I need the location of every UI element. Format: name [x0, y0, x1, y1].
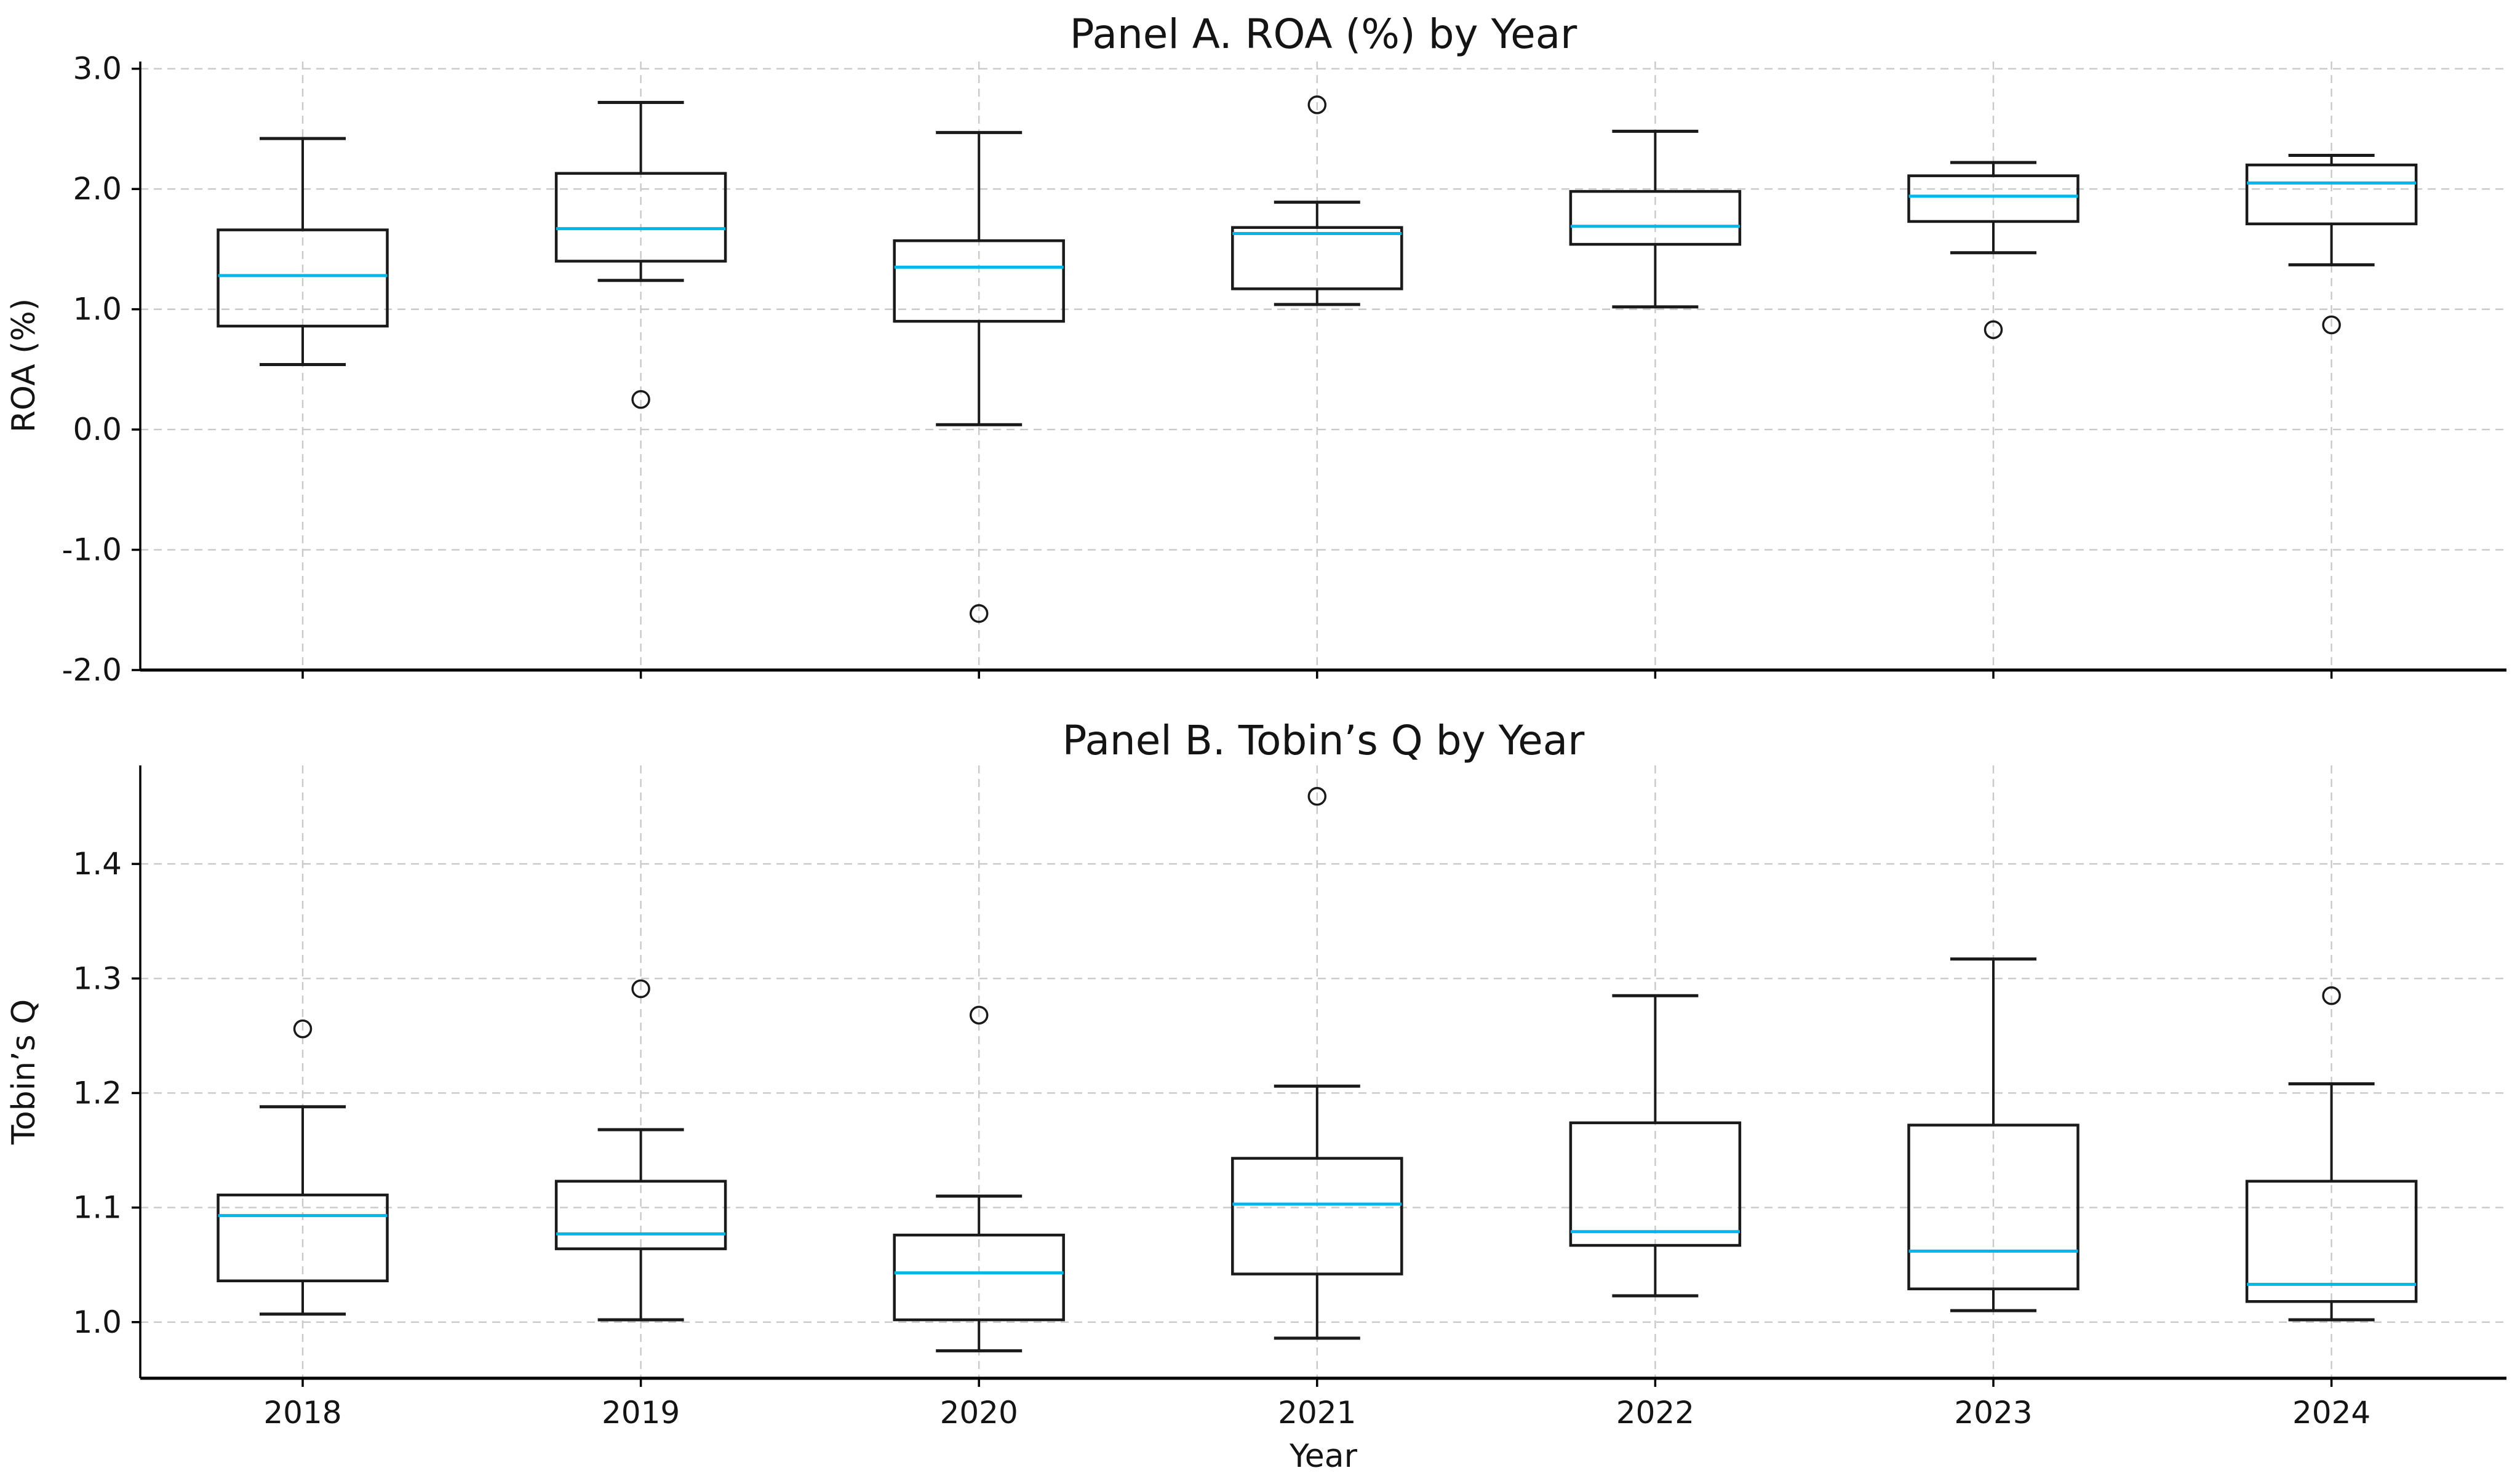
iqr-box — [893, 1234, 1065, 1322]
box-group-2024 — [2245, 986, 2418, 1322]
x-tick-label: 2021 — [1278, 1395, 1356, 1431]
iqr-box — [1907, 1124, 2079, 1291]
box-group-2023 — [1907, 957, 2079, 1312]
y-tick-label: -1.0 — [62, 532, 122, 568]
box-group-2020 — [893, 1005, 1065, 1352]
y-tick-label: -2.0 — [62, 652, 122, 688]
x-tick-label: 2019 — [602, 1395, 680, 1431]
outlier-marker — [2322, 986, 2341, 1005]
panel-b-title: Panel B. Tobin’s Q by Year — [1063, 717, 1585, 764]
y-tick-label: 0.0 — [73, 412, 122, 447]
panel-b: 1.4 1.3 1.2 1.1 1.0 2018 2019 2020 2021 2022 2023 2… — [73, 765, 2506, 1431]
gridlines — [140, 62, 2506, 671]
x-tick-label: 2018 — [263, 1395, 341, 1431]
panel-b-y-axis-label: Tobin’s Q — [6, 999, 42, 1145]
iqr-box — [1231, 1157, 1403, 1275]
y-tick-label: 1.0 — [73, 292, 122, 327]
iqr-box — [2245, 163, 2418, 226]
iqr-box — [893, 239, 1065, 323]
iqr-box — [1231, 226, 1403, 290]
x-tick-label: 2024 — [2292, 1395, 2370, 1431]
outlier-marker — [293, 1019, 313, 1039]
panels-root: 3.0 2.0 1.0 0.0 -1.0 -2.0 1.4 1.3 1.2 1.1 1.0 2018 2… — [62, 51, 2506, 1431]
outlier-marker — [1984, 320, 2003, 340]
outlier-marker — [631, 389, 650, 409]
iqr-box — [2245, 1180, 2418, 1303]
gridlines — [140, 765, 2506, 1378]
outlier-marker — [1307, 95, 1327, 114]
outlier-marker — [631, 979, 650, 999]
box-group-2021 — [1231, 95, 1403, 306]
y-tick-label: 3.0 — [73, 51, 122, 87]
y-tick-label: 1.3 — [73, 960, 122, 996]
box-group-2024 — [2245, 153, 2418, 335]
iqr-box — [217, 228, 389, 328]
box-group-2022 — [1569, 994, 1742, 1298]
y-tick-label: 2.0 — [73, 171, 122, 207]
x-axis-label: Year — [1289, 1438, 1358, 1471]
iqr-box — [1569, 1121, 1742, 1247]
iqr-box — [1907, 174, 2079, 223]
iqr-box — [217, 1193, 389, 1283]
iqr-box — [554, 1180, 727, 1250]
y-tick-label: 1.1 — [73, 1190, 122, 1226]
box-group-2019 — [554, 100, 727, 409]
outlier-marker — [969, 604, 989, 623]
panel-a-title: Panel A. ROA (%) by Year — [1070, 10, 1577, 58]
x-tick-label: 2020 — [940, 1395, 1018, 1431]
outlier-marker — [969, 1005, 989, 1025]
iqr-box — [1569, 190, 1742, 246]
box-group-2019 — [554, 979, 727, 1322]
box-group-2022 — [1569, 129, 1742, 309]
outlier-marker — [1307, 787, 1327, 806]
y-tick-label: 1.0 — [73, 1304, 122, 1340]
panel-a-y-axis-label: ROA (%) — [6, 298, 42, 433]
box-group-2021 — [1231, 787, 1403, 1340]
y-tick-label: 1.4 — [73, 846, 122, 882]
box-group-2018 — [217, 1019, 389, 1316]
x-tick-label: 2022 — [1616, 1395, 1694, 1431]
box-group-2020 — [893, 130, 1065, 623]
x-tick-label: 2023 — [1954, 1395, 2032, 1431]
iqr-box — [554, 172, 727, 263]
y-tick-label: 1.2 — [73, 1075, 122, 1111]
box-group-2018 — [217, 137, 389, 367]
panel-a: 3.0 2.0 1.0 0.0 -1.0 -2.0 — [62, 51, 2506, 688]
box-group-2023 — [1907, 161, 2079, 340]
outlier-marker — [2322, 315, 2341, 335]
